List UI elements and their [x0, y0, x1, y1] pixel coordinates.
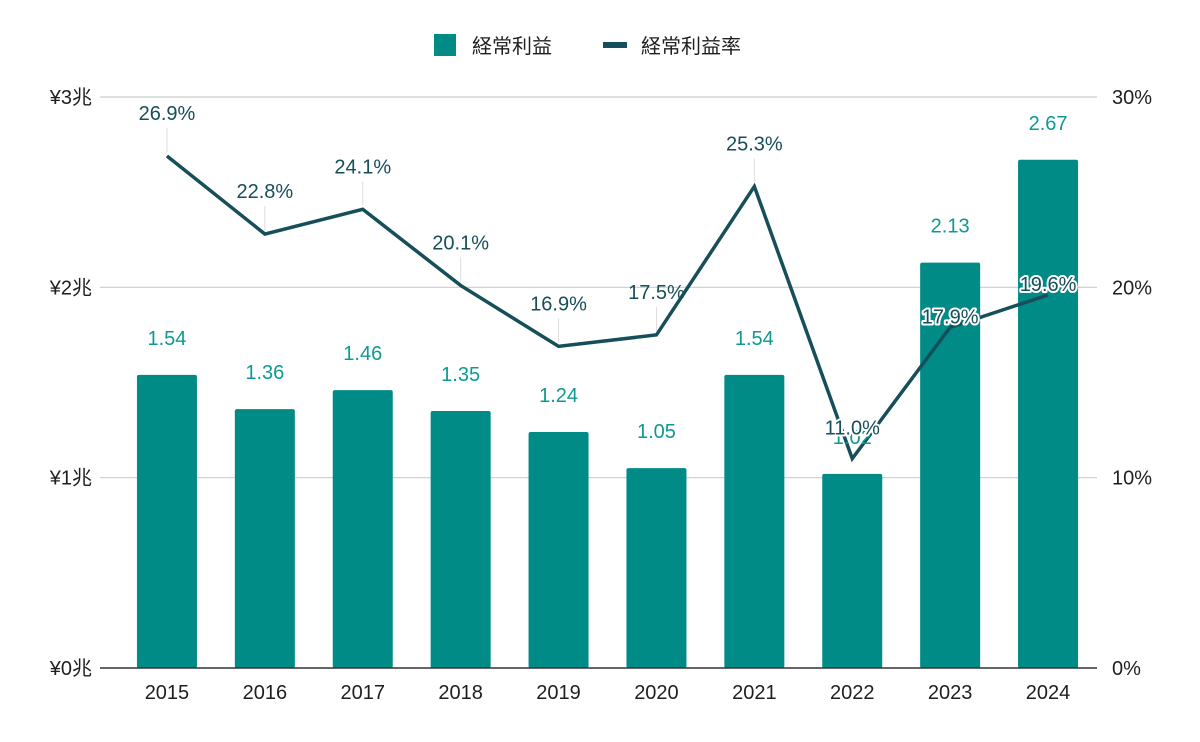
legend-swatch-line [603, 42, 627, 48]
x-tick-label: 2024 [1026, 682, 1071, 704]
line-value-label: 16.9% [530, 293, 587, 315]
bar-value-label: 1.54 [147, 328, 186, 350]
bar-value-label: 1.02 [833, 427, 872, 449]
y-left-tick-label: ¥3兆 [49, 86, 92, 109]
y-left-tick-label: ¥0兆 [49, 657, 92, 680]
line-value-label-halo: 19.6% [1020, 274, 1077, 296]
bar [920, 262, 981, 668]
bar [528, 431, 589, 668]
legend-label-bar: 経常利益 [472, 34, 552, 58]
bar-value-label: 1.46 [343, 343, 382, 365]
bar [430, 411, 491, 668]
x-tick-label: 2015 [145, 682, 190, 704]
line-value-label: 17.5% [628, 282, 685, 304]
line-value-label: 11.0% [825, 418, 880, 440]
bar [626, 468, 687, 668]
bar [1018, 159, 1079, 668]
bar [822, 473, 883, 668]
line-value-label: 17.9% [922, 306, 979, 328]
bar [234, 409, 295, 668]
x-tick-label: 2023 [928, 682, 973, 704]
bar-value-label: 1.05 [637, 421, 676, 443]
bar-value-label: 1.24 [539, 385, 578, 407]
y-left-tick-label: ¥2兆 [49, 276, 92, 299]
x-tick-label: 2021 [732, 682, 777, 704]
x-tick-label: 2020 [634, 682, 679, 704]
y-right-tick-label: 20% [1112, 277, 1152, 299]
bar-value-label: 2.13 [931, 216, 970, 238]
y-right-tick-label: 30% [1112, 87, 1152, 109]
bar-value-label: 1.36 [245, 362, 284, 384]
x-tick-label: 2018 [438, 682, 483, 704]
y-right-tick-label: 0% [1112, 658, 1141, 680]
x-tick-label: 2019 [536, 682, 581, 704]
x-tick-label: 2022 [830, 682, 875, 704]
y-right-tick-label: 10% [1112, 468, 1152, 490]
axes: ¥0兆 ¥1兆 ¥2兆 ¥3兆 0% 10% 20% 30% 2015 2016 2017 2018 2… [49, 86, 1152, 704]
line-value-label: 22.8% [236, 181, 293, 203]
line-value-label: 25.3% [726, 133, 783, 155]
line-path [165, 154, 1049, 463]
line-series [165, 154, 1049, 463]
legend-swatch-bar [434, 34, 456, 56]
bar-value-label: 1.35 [441, 364, 480, 386]
line-value-label: 26.9% [139, 103, 196, 125]
y-left-tick-label: ¥1兆 [49, 467, 92, 490]
line-value-label: 24.1% [334, 156, 391, 178]
x-tick-label: 2016 [243, 682, 288, 704]
line-value-label-halo: 17.9% [922, 306, 979, 328]
legend: 経常利益 経常利益率 [434, 34, 741, 58]
line-value-label-halo: 11.0% [825, 418, 880, 440]
bar-value-label: 2.67 [1029, 113, 1068, 135]
line-value-label: 19.6% [1020, 274, 1077, 296]
data-labels: 1.54 1.36 1.46 1.35 1.24 1.05 1.54 1.02 2.13 2.67… [139, 103, 1079, 449]
legend-label-line: 経常利益率 [641, 34, 741, 58]
x-tick-label: 2017 [341, 682, 386, 704]
bar [724, 374, 785, 668]
bars [136, 159, 1079, 668]
line-value-label: 20.1% [432, 232, 489, 254]
bar [136, 374, 197, 668]
bar-value-label: 1.54 [735, 328, 774, 350]
bar [332, 390, 393, 668]
